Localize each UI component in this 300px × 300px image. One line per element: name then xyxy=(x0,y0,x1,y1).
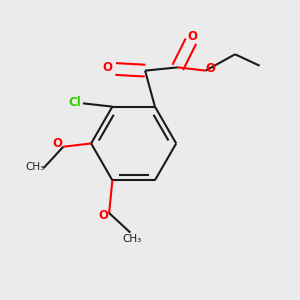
Text: O: O xyxy=(188,30,197,43)
Text: O: O xyxy=(206,61,215,74)
Text: CH₃: CH₃ xyxy=(26,162,45,172)
Text: O: O xyxy=(103,61,112,74)
Text: CH₃: CH₃ xyxy=(122,234,142,244)
Text: Cl: Cl xyxy=(68,96,81,109)
Text: O: O xyxy=(52,137,62,150)
Text: O: O xyxy=(98,209,108,222)
